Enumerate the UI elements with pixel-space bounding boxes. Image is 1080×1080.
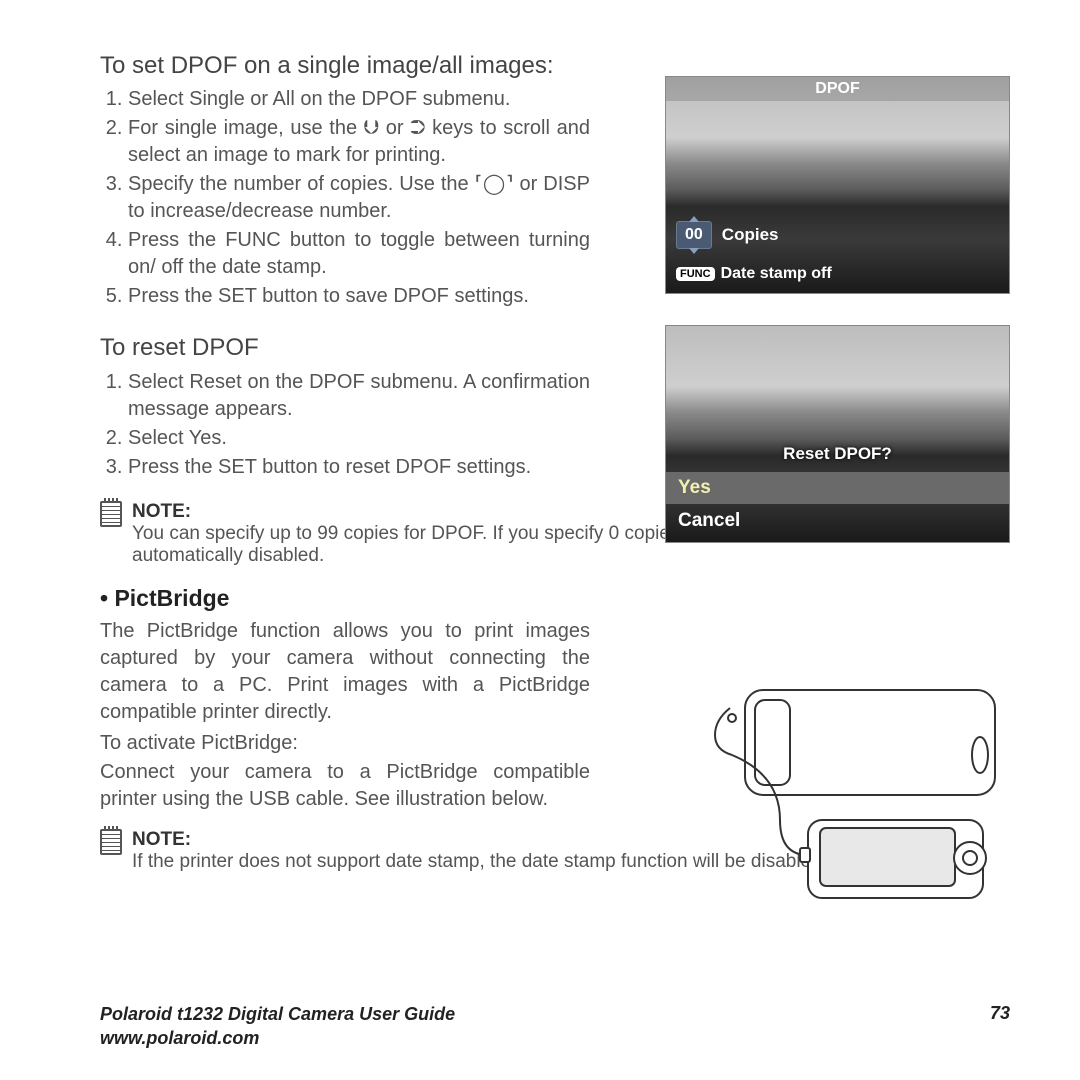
copies-label: Copies [722, 225, 779, 245]
step: Select Single or All on the DPOF submenu… [128, 86, 590, 113]
option-cancel: Cancel [666, 506, 1009, 536]
footer-url: www.polaroid.com [100, 1027, 455, 1050]
option-yes: Yes [666, 472, 1009, 504]
step: Select Reset on the DPOF submenu. A conf… [128, 369, 590, 423]
camera-screenshot-reset: Reset DPOF? Yes Cancel [665, 325, 1010, 543]
screenshot-title: DPOF [666, 77, 1009, 101]
heading-pictbridge: • PictBridge [100, 585, 1010, 612]
page-number: 73 [990, 1003, 1010, 1050]
note-icon [100, 829, 122, 855]
note-label: NOTE: [132, 829, 191, 850]
pictbridge-activate: To activate PictBridge: [100, 730, 590, 757]
func-badge: FUNC [676, 267, 715, 281]
footer-title: Polaroid t1232 Digital Camera User Guide [100, 1003, 455, 1026]
step: Specify the number of copies. Use the ⸢◯… [128, 171, 590, 225]
camera-screenshot-dpof: DPOF 00 Copies FUNC Date stamp off [665, 76, 1010, 294]
pictbridge-paragraph: The PictBridge function allows you to pr… [100, 618, 590, 726]
copies-value-box: 00 [676, 221, 712, 249]
step: Press the SET button to save DPOF settin… [128, 283, 590, 310]
reset-question: Reset DPOF? [666, 444, 1009, 464]
steps-reset-dpof: Select Reset on the DPOF submenu. A conf… [100, 369, 590, 481]
step: Press the SET button to reset DPOF setti… [128, 454, 590, 481]
step: Select Yes. [128, 425, 590, 452]
printer-illustration [660, 680, 1010, 910]
steps-set-dpof: Select Single or All on the DPOF submenu… [100, 86, 590, 310]
step: For single image, use the ⮋ or ⮊ keys to… [128, 115, 590, 169]
pictbridge-connect: Connect your camera to a PictBridge comp… [100, 759, 590, 813]
heading-set-dpof: To set DPOF on a single image/all images… [100, 50, 590, 82]
datestamp-label: Date stamp off [721, 265, 832, 283]
note-label: NOTE: [132, 501, 191, 522]
step: Press the FUNC button to toggle between … [128, 227, 590, 281]
note-icon [100, 501, 122, 527]
heading-reset-dpof: To reset DPOF [100, 332, 590, 364]
page-footer: Polaroid t1232 Digital Camera User Guide… [100, 1003, 1010, 1050]
